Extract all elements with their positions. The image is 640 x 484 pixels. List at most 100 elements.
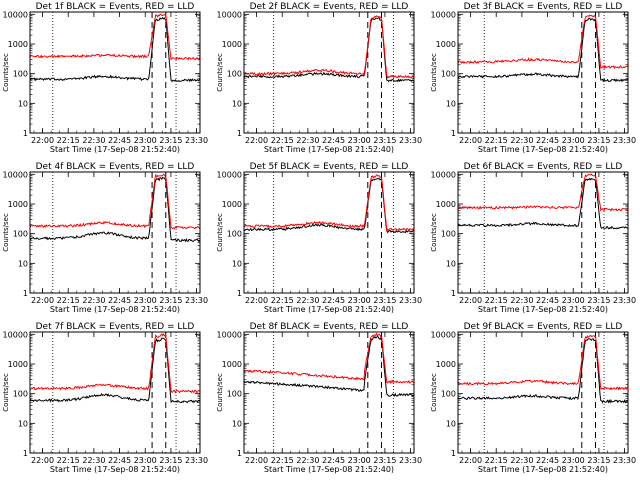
- x-tick-label: 23:15: [373, 296, 396, 305]
- plot-title: Det 9f BLACK = Events, RED = LLD: [464, 322, 623, 332]
- detector-plot-3: Det 3f BLACK = Events, RED = LLD 1 10 100 10…: [430, 2, 636, 154]
- x-tick-label: 22:00: [245, 296, 268, 305]
- y-tick-label: 1000: [8, 200, 28, 209]
- x-tick-label: 23:15: [373, 456, 396, 465]
- y-tick-label: 10: [446, 419, 456, 428]
- y-tick-label: 1000: [8, 360, 28, 369]
- y-tick-label: 10: [446, 259, 456, 268]
- y-tick-label: 1000: [222, 200, 242, 209]
- x-tick-label: 23:15: [587, 136, 610, 145]
- x-tick-label: 22:15: [271, 456, 294, 465]
- y-tick-label: 100: [13, 70, 28, 79]
- plot-title: Det 5f BLACK = Events, RED = LLD: [250, 162, 409, 172]
- y-tick-label: 1: [451, 129, 456, 138]
- y-axis-label: Counts/sec: [216, 53, 224, 92]
- x-tick-label: 22:30: [510, 456, 533, 465]
- x-tick-label: 22:30: [82, 456, 105, 465]
- x-tick-label: 22:00: [459, 136, 482, 145]
- detector-plot-4: Det 4f BLACK = Events, RED = LLD 1 10 100 10…: [2, 162, 208, 314]
- y-axis-label: Counts/sec: [430, 373, 438, 412]
- y-tick-label: 1000: [8, 40, 28, 49]
- x-tick-label: 22:45: [536, 136, 559, 145]
- y-tick-label: 100: [13, 390, 28, 399]
- y-tick-label: 10000: [431, 330, 456, 339]
- x-axis-label: Start Time (17-Sep-08 21:52:40): [264, 305, 394, 314]
- y-tick-label: 10: [18, 99, 28, 108]
- x-tick-label: 22:15: [57, 296, 80, 305]
- series-line-events: [457, 177, 629, 230]
- x-tick-label: 22:00: [31, 296, 54, 305]
- x-tick-label: 22:30: [82, 296, 105, 305]
- y-tick-label: 100: [13, 230, 28, 239]
- y-tick-label: 10: [232, 419, 242, 428]
- plot-frame: [243, 171, 415, 294]
- y-tick-label: 10: [232, 259, 242, 268]
- series-line-lld: [457, 14, 629, 70]
- x-tick-label: 22:30: [510, 136, 533, 145]
- x-tick-label: 23:30: [613, 456, 636, 465]
- plot-title: Det 2f BLACK = Events, RED = LLD: [250, 2, 409, 12]
- x-tick-label: 22:00: [245, 456, 268, 465]
- x-tick-label: 23:15: [373, 136, 396, 145]
- x-tick-label: 22:30: [296, 456, 319, 465]
- x-tick-label: 22:00: [245, 136, 268, 145]
- series-line-lld: [457, 173, 629, 212]
- x-axis-label: Start Time (17-Sep-08 21:52:40): [50, 465, 180, 474]
- x-tick-label: 23:30: [613, 136, 636, 145]
- detector-plot-5: Det 5f BLACK = Events, RED = LLD 1 10 100 10…: [216, 162, 422, 314]
- plot-frame: [457, 331, 629, 454]
- series-line-lld: [29, 173, 201, 230]
- x-axis-label: Start Time (17-Sep-08 21:52:40): [50, 305, 180, 314]
- x-tick-label: 22:45: [322, 296, 345, 305]
- x-tick-label: 23:30: [399, 456, 422, 465]
- x-axis-label: Start Time (17-Sep-08 21:52:40): [478, 465, 608, 474]
- x-tick-label: 23:30: [613, 296, 636, 305]
- x-tick-label: 22:45: [108, 456, 131, 465]
- x-tick-label: 23:00: [134, 296, 157, 305]
- series-line-events: [29, 16, 201, 83]
- x-tick-label: 22:30: [510, 296, 533, 305]
- x-tick-label: 22:30: [82, 136, 105, 145]
- x-axis-label: Start Time (17-Sep-08 21:52:40): [264, 465, 394, 474]
- detector-plot-1: Det 1f BLACK = Events, RED = LLD 1 10 100 10…: [2, 2, 208, 154]
- x-tick-label: 22:00: [31, 456, 54, 465]
- x-tick-label: 23:15: [587, 296, 610, 305]
- y-tick-label: 1: [23, 129, 28, 138]
- x-tick-label: 22:45: [108, 296, 131, 305]
- x-tick-label: 22:00: [459, 296, 482, 305]
- x-axis-label: Start Time (17-Sep-08 21:52:40): [264, 145, 394, 154]
- y-tick-label: 10: [18, 419, 28, 428]
- series-line-lld: [457, 334, 629, 391]
- detector-plot-2: Det 2f BLACK = Events, RED = LLD 1 10 100 10…: [216, 2, 422, 154]
- x-tick-label: 23:15: [159, 296, 182, 305]
- plot-title: Det 7f BLACK = Events, RED = LLD: [36, 322, 195, 332]
- y-tick-label: 1000: [222, 40, 242, 49]
- x-tick-label: 22:45: [536, 456, 559, 465]
- x-tick-label: 22:15: [485, 136, 508, 145]
- series-line-events: [244, 178, 415, 234]
- x-tick-label: 22:15: [271, 136, 294, 145]
- series-line-lld: [243, 174, 415, 232]
- plot-frame: [457, 11, 629, 134]
- y-tick-label: 1000: [436, 40, 456, 49]
- x-tick-label: 22:00: [459, 456, 482, 465]
- x-tick-label: 22:15: [485, 296, 508, 305]
- series-line-lld: [243, 332, 415, 385]
- y-tick-label: 1: [451, 449, 456, 458]
- detector-plot-6: Det 6f BLACK = Events, RED = LLD 1 10 100 10…: [430, 162, 636, 314]
- plot-title: Det 4f BLACK = Events, RED = LLD: [36, 162, 195, 172]
- y-axis-label: Counts/sec: [2, 373, 10, 412]
- y-tick-label: 1: [451, 289, 456, 298]
- y-tick-label: 10000: [431, 170, 456, 179]
- y-tick-label: 10: [446, 99, 456, 108]
- plot-frame: [243, 331, 415, 454]
- y-tick-label: 10000: [217, 330, 242, 339]
- series-line-events: [457, 338, 629, 404]
- y-tick-label: 10000: [217, 170, 242, 179]
- plot-frame: [457, 171, 629, 294]
- y-tick-label: 10000: [3, 330, 28, 339]
- x-tick-label: 23:30: [185, 136, 208, 145]
- x-tick-label: 23:00: [348, 296, 371, 305]
- detector-plot-9: Det 9f BLACK = Events, RED = LLD 1 10 100 10…: [430, 322, 636, 474]
